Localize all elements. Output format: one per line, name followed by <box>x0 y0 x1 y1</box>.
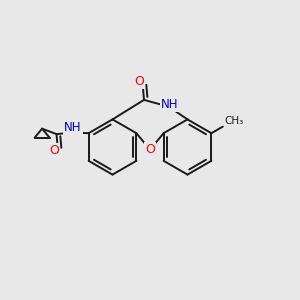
Text: NH: NH <box>161 98 179 111</box>
Text: NH: NH <box>64 121 82 134</box>
Text: O: O <box>50 144 59 157</box>
Text: O: O <box>145 143 155 156</box>
Text: CH₃: CH₃ <box>224 116 243 126</box>
Text: O: O <box>135 75 144 88</box>
